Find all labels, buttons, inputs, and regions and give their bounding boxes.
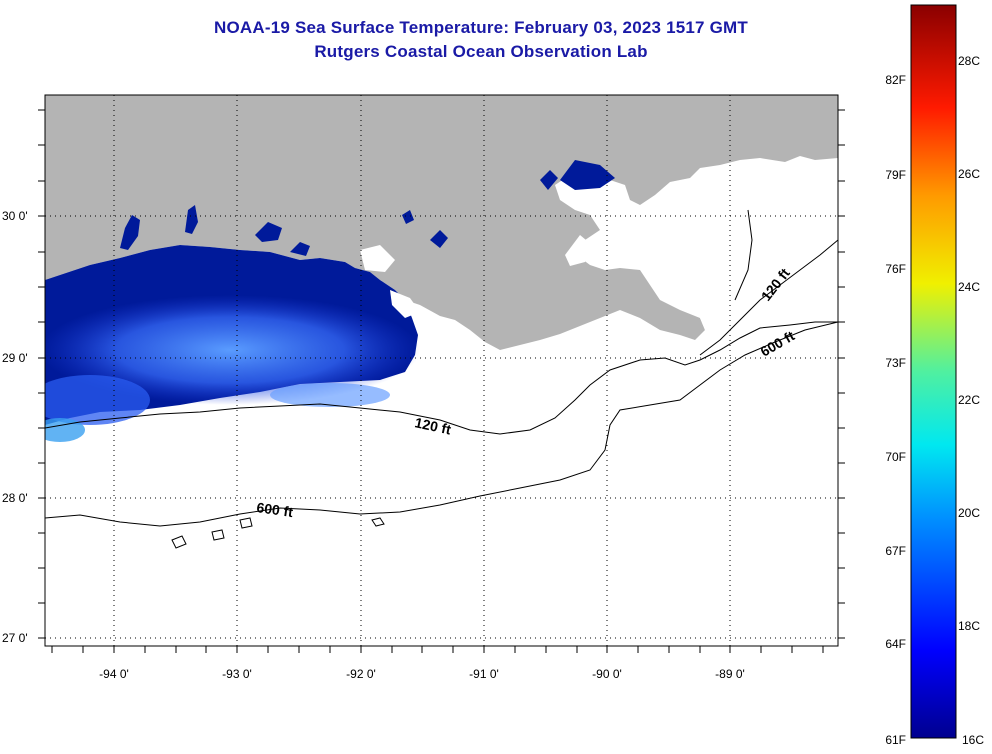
svg-text:16C: 16C (962, 733, 984, 747)
map-subtitle: Rutgers Coastal Ocean Observation Lab (314, 42, 648, 61)
svg-text:64F: 64F (885, 637, 906, 651)
svg-text:79F: 79F (885, 168, 906, 182)
lake-patch (120, 215, 140, 250)
lon-label: -90 0' (592, 667, 622, 681)
svg-text:18C: 18C (958, 619, 980, 633)
map-title: NOAA-19 Sea Surface Temperature: Februar… (214, 18, 748, 37)
svg-text:28C: 28C (958, 54, 980, 68)
svg-text:73F: 73F (885, 356, 906, 370)
sst-warm-plume (45, 295, 420, 405)
lat-label: 27 0' (2, 631, 28, 645)
contour-120ft (45, 321, 838, 435)
svg-text:70F: 70F (885, 450, 906, 464)
lon-label: -94 0' (99, 667, 129, 681)
colorbar-f-labels: 82F 79F 76F 73F 70F 67F 64F 61F (885, 73, 906, 747)
lat-label: 29 0' (2, 351, 28, 365)
lat-label: 30 0' (2, 209, 28, 223)
svg-text:26C: 26C (958, 167, 980, 181)
contour-label-600ft: 600 ft (256, 499, 295, 520)
colorbar (910, 4, 957, 739)
svg-text:20C: 20C (958, 506, 980, 520)
svg-text:61F: 61F (885, 733, 906, 747)
svg-text:67F: 67F (885, 544, 906, 558)
axis-ticks (38, 109, 845, 653)
svg-text:22C: 22C (958, 393, 980, 407)
contour-600ft (45, 321, 838, 527)
lon-label: -93 0' (222, 667, 252, 681)
land-mass (45, 95, 838, 350)
lon-label: -91 0' (469, 667, 499, 681)
graticule (45, 95, 838, 646)
svg-text:76F: 76F (885, 262, 906, 276)
lon-label: -92 0' (346, 667, 376, 681)
lat-label: 28 0' (2, 491, 28, 505)
colorbar-c-labels: 28C 26C 24C 22C 20C 18C 16C (958, 54, 984, 747)
svg-text:82F: 82F (885, 73, 906, 87)
svg-text:24C: 24C (958, 280, 980, 294)
contour-label-120ft: 120 ft (413, 414, 452, 437)
lon-label: -89 0' (715, 667, 745, 681)
plot-frame (44, 94, 839, 647)
